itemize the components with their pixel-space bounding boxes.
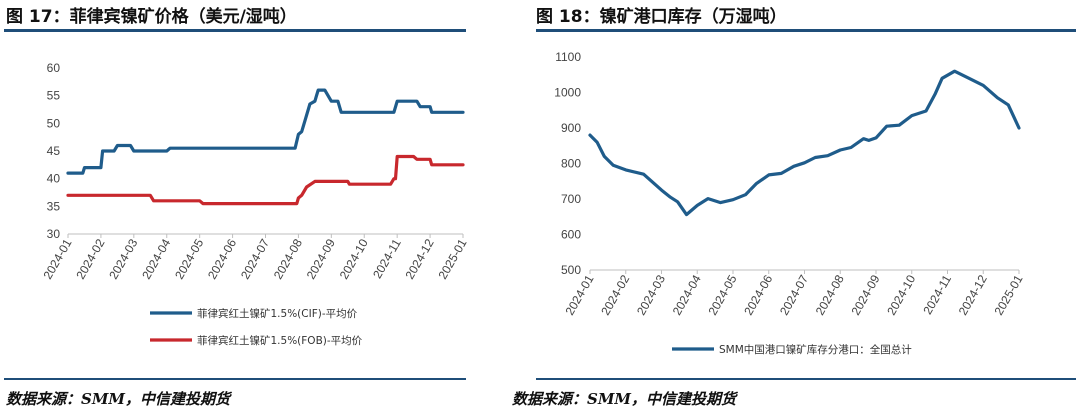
right-x-tick-label: 2024-07 (777, 272, 811, 317)
right-y-tick-label: 600 (561, 228, 581, 242)
right-bottom-rule (536, 378, 1076, 380)
right-x-tick-label: 2024-12 (956, 272, 990, 317)
left-x-tick-label: 2024-06 (205, 236, 239, 281)
left-title-rule (4, 29, 466, 32)
right-title-rule (536, 29, 1076, 32)
left-y-tick-label: 40 (47, 172, 61, 186)
left-series-line-2 (66, 154, 465, 206)
left-y-tick-label: 45 (47, 144, 61, 158)
left-series-line-1 (66, 88, 465, 175)
left-source-note: 数据来源：SMM，中信建投期货 (6, 390, 231, 408)
left-y-tick-label: 50 (47, 116, 61, 130)
right-x-tick-label: 2024-04 (670, 272, 704, 317)
right-y-tick-label: 800 (561, 157, 581, 171)
right-x-tick-label: 2024-09 (848, 272, 882, 317)
left-x-tick-label: 2024-05 (172, 236, 206, 281)
left-x-tick-label: 2024-07 (238, 236, 272, 281)
right-x-tick-label: 2024-08 (813, 272, 847, 317)
right-y-tick-label: 1100 (555, 50, 581, 64)
left-x-tick-label: 2024-03 (106, 236, 140, 281)
left-y-tick-label: 30 (47, 227, 61, 241)
right-x-tick-label: 2025-01 (991, 272, 1025, 317)
left-bottom-rule (4, 378, 466, 380)
left-y-tick-label: 60 (47, 61, 61, 75)
left-x-tick-label: 2024-02 (73, 236, 107, 281)
right-chart-title: 图 18：镍矿港口库存（万湿吨） (536, 7, 787, 27)
left-x-tick-label: 2025-01 (435, 236, 469, 281)
left-chart-title: 图 17：菲律宾镍矿价格（美元/湿吨） (6, 7, 297, 27)
right-x-tick-label: 2024-01 (562, 272, 596, 317)
left-x-tick-label: 2024-10 (337, 236, 371, 281)
left-x-tick-label: 2024-11 (370, 236, 404, 281)
left-x-tick-label: 2024-08 (271, 236, 305, 281)
right-x-tick-label: 2024-11 (920, 272, 954, 317)
left-y-tick-label: 55 (47, 89, 61, 103)
right-y-tick-label: 700 (561, 192, 581, 206)
right-source-note: 数据来源：SMM，中信建投期货 (512, 390, 737, 408)
right-y-tick-label: 500 (561, 263, 581, 277)
right-x-tick-label: 2024-10 (884, 272, 918, 317)
right-x-tick-label: 2024-03 (634, 272, 668, 317)
right-x-tick-label: 2024-02 (598, 272, 632, 317)
left-x-tick-label: 2024-12 (403, 236, 437, 281)
right-y-tick-label: 900 (561, 121, 581, 135)
right-y-tick-label: 1000 (554, 86, 581, 100)
left-x-tick-label: 2024-01 (40, 236, 74, 281)
left-x-tick-label: 2024-09 (304, 236, 338, 281)
left-legend-label-1: 菲律宾红土镍矿1.5%(CIF)-平均价 (197, 307, 358, 320)
left-x-tick-label: 2024-04 (139, 236, 173, 281)
right-x-tick-label: 2024-06 (741, 272, 775, 317)
left-legend-label-2: 菲律宾红土镍矿1.5%(FOB)-平均价 (197, 334, 363, 347)
left-y-tick-label: 35 (47, 199, 61, 213)
right-legend-label-1: SMM中国港口镍矿库存分港口：全国总计 (719, 343, 912, 356)
right-series-line-1 (588, 69, 1021, 217)
right-x-tick-label: 2024-05 (705, 272, 739, 317)
